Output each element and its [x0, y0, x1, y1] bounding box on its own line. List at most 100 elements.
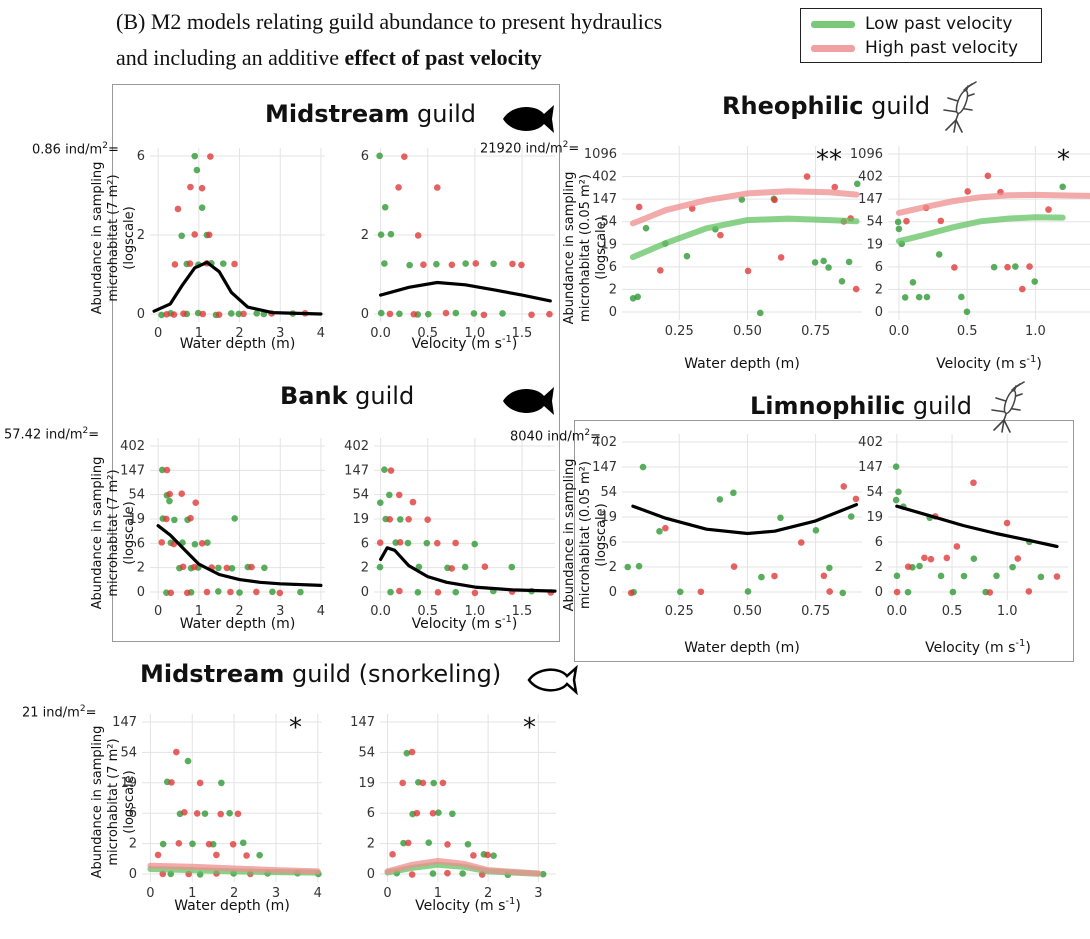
y-tick-label: 2: [129, 837, 137, 852]
y-tick-label: 6: [361, 149, 369, 164]
y-tick-label: 0: [137, 585, 145, 600]
x-tick-label: 0.25: [665, 324, 694, 339]
y-tick-label: 402: [858, 435, 883, 450]
point-low-past-velocity: [376, 563, 384, 571]
y-tick-label: 2: [361, 561, 369, 576]
x-tick-label: 3: [272, 886, 280, 901]
point-low-past-velocity: [215, 564, 222, 572]
point-low-past-velocity: [297, 588, 304, 596]
y-tick-label: 54: [866, 485, 883, 500]
y-tick-label: 0: [367, 867, 375, 882]
figure-title-line2: and including an additive effect of past…: [116, 40, 816, 76]
point-low-past-velocity: [838, 278, 846, 285]
point-high-past-velocity: [163, 515, 170, 523]
point-high-past-velocity: [413, 809, 421, 817]
point-high-past-velocity: [171, 261, 179, 268]
point-low-past-velocity: [423, 539, 431, 547]
panel-title-rheophilic-bold: Rheophilic: [722, 92, 864, 120]
point-low-past-velocity: [825, 264, 832, 271]
y-tick-label: 0: [609, 585, 617, 600]
y-tick-label: 2: [609, 560, 617, 575]
x-tick-label: 4: [314, 886, 322, 901]
x-tick-label: 0.5: [942, 604, 963, 619]
point-high-past-velocity: [231, 260, 238, 268]
point-high-past-velocity: [386, 310, 394, 318]
point-low-past-velocity: [471, 540, 478, 548]
point-high-past-velocity: [986, 589, 994, 596]
y-tick-label: 402: [592, 170, 617, 185]
point-low-past-velocity: [425, 839, 433, 846]
chart-limno_vel: 0.0 0.5 1.0 0 2 6 19 54 147 402 Velocity (m s-1): [858, 434, 1068, 656]
point-low-past-velocity: [777, 514, 784, 522]
point-high-past-velocity: [826, 588, 833, 595]
y-tick-label: 19: [128, 512, 145, 527]
point-low-past-velocity: [464, 840, 472, 848]
point-high-past-velocity: [444, 869, 451, 877]
x-tick-label: 1: [195, 604, 203, 619]
y-tick-label: 0: [609, 305, 617, 320]
x-axis-label-main: Water depth (m): [174, 898, 290, 914]
point-low-past-velocity: [490, 260, 497, 268]
legend-swatch-low: [811, 20, 855, 28]
chart-legend: Low past velocity High past velocity: [800, 8, 1042, 63]
y-tick-label: 147: [592, 192, 617, 207]
insect-larva-icon: [991, 381, 1025, 433]
y-tick-label: 54: [600, 215, 617, 230]
point-low-past-velocity: [1037, 573, 1045, 581]
point-high-past-velocity: [223, 564, 231, 572]
point-low-past-velocity: [993, 572, 1000, 580]
point-low-past-velocity: [839, 589, 847, 597]
point-high-past-velocity: [1019, 285, 1026, 293]
point-low-past-velocity: [452, 588, 460, 596]
point-low-past-velocity: [201, 810, 209, 817]
x-tick-label: 2: [235, 326, 243, 341]
conversion-midstream: 0.86 ind/m2=: [32, 141, 119, 158]
x-axis-label: Water depth (m): [180, 336, 296, 352]
x-axis-label: Water depth (m): [174, 898, 290, 914]
point-high-past-velocity: [154, 851, 162, 859]
fish-filled-icon: [503, 387, 554, 415]
x-axis-label: Water depth (m): [684, 356, 800, 372]
point-high-past-velocity: [192, 499, 199, 506]
point-high-past-velocity: [187, 183, 194, 191]
point-low-past-velocity: [756, 309, 764, 317]
y-tick-label: 1096: [584, 147, 617, 162]
point-high-past-velocity: [198, 540, 206, 547]
x-axis-label-main: Water depth (m): [180, 616, 296, 632]
point-high-past-velocity: [937, 217, 945, 225]
model-curve-low: [629, 215, 860, 261]
x-axis-label-main: Water depth (m): [684, 640, 800, 656]
point-high-past-velocity: [174, 205, 182, 213]
x-tick-label: 0.0: [370, 326, 391, 341]
point-high-past-velocity: [777, 254, 785, 261]
x-axis-label: Water depth (m): [684, 640, 800, 656]
y-tick-label: 0: [875, 305, 883, 320]
point-low-past-velocity: [381, 260, 388, 267]
x-tick-label: 1.0: [465, 326, 486, 341]
point-high-past-velocity: [167, 589, 175, 597]
model-curve-model: [895, 504, 1059, 549]
point-low-past-velocity: [812, 527, 820, 534]
y-tick-label: 6: [609, 260, 617, 275]
model-curve-model: [379, 546, 557, 593]
point-low-past-velocity: [253, 310, 261, 317]
point-high-past-velocity: [1045, 206, 1052, 213]
point-high-past-velocity: [414, 232, 422, 239]
point-low-past-velocity: [904, 588, 912, 596]
point-low-past-velocity: [923, 293, 931, 301]
point-low-past-velocity: [228, 564, 236, 572]
y-tick-label: 19: [600, 237, 617, 252]
y-tick-label: 147: [350, 715, 375, 730]
model-curve-high: [147, 862, 321, 875]
point-low-past-velocity: [893, 572, 901, 580]
point-low-past-velocity: [508, 563, 516, 571]
panel-title-midstream-rest: guild: [409, 100, 477, 128]
point-low-past-velocity: [990, 263, 998, 271]
x-axis-label-main: Velocity (m s: [415, 898, 505, 914]
point-high-past-velocity: [840, 483, 848, 490]
y-tick-label: 0: [361, 585, 369, 600]
point-high-past-velocity: [179, 563, 187, 571]
x-tick-label: 0.5: [417, 326, 438, 341]
